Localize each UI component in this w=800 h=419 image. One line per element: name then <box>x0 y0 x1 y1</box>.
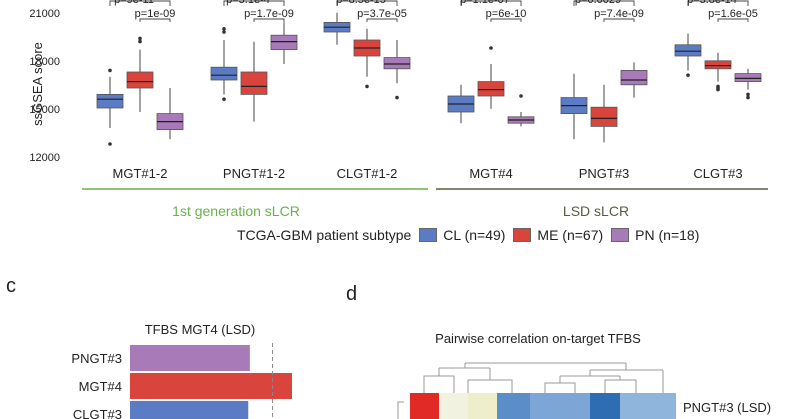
outlier-point <box>138 39 142 44</box>
pval-label-bottom: p=7.4e-09 <box>594 8 644 20</box>
bar-pngt3 <box>130 345 250 371</box>
panel-label-c: c <box>6 275 16 297</box>
legend-swatch-cl <box>419 228 438 242</box>
heatmap-cell <box>620 393 651 419</box>
heatmap-cell <box>530 393 560 419</box>
y-tick-label: 12000 <box>29 152 60 164</box>
pval-bracket-top <box>687 0 749 6</box>
group-label: MGT#1-2 <box>113 166 168 181</box>
outlier-point <box>222 97 226 101</box>
legend-swatch-pn <box>611 228 630 242</box>
heatmap-cell <box>468 393 497 419</box>
pval-label-top: p=9e-11 <box>114 0 154 6</box>
pval-bracket-bottom <box>366 18 398 22</box>
legend-label-pn: PN (n=18) <box>635 227 700 243</box>
box-cl <box>96 94 124 109</box>
outlier-point <box>686 73 690 77</box>
outlier-point <box>395 95 399 100</box>
outlier-point <box>222 30 226 34</box>
group-label: CLGT#1-2 <box>337 166 398 181</box>
y-tick-label: 15000 <box>29 104 60 116</box>
y-axis-label: ssGSEA score <box>30 42 45 126</box>
outlier-point <box>716 87 720 92</box>
outlier-point <box>519 94 523 98</box>
legend: TCGA-GBM patient subtype CL (n=49) ME (n… <box>237 227 699 243</box>
outlier-point <box>108 68 112 73</box>
bar-chart-tfbs-mgt4: TFBS MGT4 (LSD) PNGT#3 MGT#4 CLGT#3 <box>71 322 292 419</box>
pval-bracket-top <box>460 0 522 6</box>
pval-label-bottom: p=1.7e-09 <box>244 8 294 20</box>
box-me <box>704 60 732 70</box>
outlier-point <box>138 36 142 41</box>
pval-bracket-top <box>109 0 171 6</box>
box-pn <box>383 57 411 70</box>
box-pn <box>270 34 298 51</box>
box-cl <box>674 44 702 57</box>
box-pn <box>734 73 762 82</box>
heatmap-row-label: PNGT#3 (LSD) <box>683 400 771 415</box>
heatmap-cell <box>651 393 676 419</box>
bar-category-label: MGT#4 <box>79 379 122 394</box>
bar-category-label: PNGT#3 <box>71 351 122 366</box>
pval-label-bottom: p=1e-09 <box>135 8 176 20</box>
y-tick-label: 18000 <box>29 56 60 68</box>
pval-label-bottom: p=1.6e-05 <box>708 8 758 20</box>
box-pn <box>620 70 648 86</box>
outlier-point <box>746 92 750 97</box>
heatmap-cell <box>590 393 620 419</box>
panel-label-d: d <box>346 283 357 305</box>
pval-bracket-bottom <box>717 18 749 22</box>
box-me <box>126 71 154 89</box>
box-me <box>590 106 618 127</box>
outlier-point <box>746 95 750 100</box>
heatmap-title: Pairwise correlation on-target TFBS <box>435 331 641 346</box>
pval-bracket-top <box>223 0 285 6</box>
outlier-point <box>108 142 112 146</box>
pval-bracket-bottom <box>253 18 285 22</box>
legend-title: TCGA-GBM patient subtype <box>237 227 412 243</box>
outlier-point <box>365 84 369 89</box>
group-label: MGT#4 <box>469 166 512 181</box>
group-label: PNGT#1-2 <box>223 166 285 181</box>
bar-chart-title: TFBS MGT4 (LSD) <box>145 322 256 337</box>
dendrogram-row <box>397 401 404 419</box>
bar-mgt4 <box>130 373 292 399</box>
section-label: 1st generation sLCR <box>172 203 300 219</box>
legend-label-me: ME (n=67) <box>537 227 604 243</box>
section-label: LSD sLCR <box>563 203 629 219</box>
pval-bracket-bottom <box>139 18 171 22</box>
group-label: PNGT#3 <box>579 166 630 181</box>
pval-label-top: p=8.5e-15 <box>336 0 386 6</box>
pval-label-bottom: p=6e-10 <box>486 8 527 20</box>
correlation-heatmap: Pairwise correlation on-target TFBS PNGT#… <box>397 331 771 419</box>
heatmap-cell <box>560 393 590 419</box>
pval-label-top: p=3.1e-4 <box>226 0 270 6</box>
pval-bracket-top <box>336 0 398 6</box>
box-cl <box>210 66 238 81</box>
group-label: CLGT#3 <box>693 166 742 181</box>
legend-label-cl: CL (n=49) <box>443 227 506 243</box>
outlier-point <box>222 27 226 31</box>
pval-bracket-top <box>573 0 635 6</box>
pval-label-bottom: p=3.7e-05 <box>357 8 407 20</box>
bar-category-label: CLGT#3 <box>73 407 122 419</box>
heatmap-cell <box>497 393 530 419</box>
pval-label-top: p=0.0029 <box>575 0 621 6</box>
heatmap-cell <box>439 393 468 419</box>
box-me <box>477 81 505 97</box>
pval-bracket-bottom <box>603 18 635 22</box>
box-me <box>240 71 268 95</box>
y-tick-label: 21000 <box>29 8 60 20</box>
dendrogram <box>423 362 664 393</box>
pval-label-top: p=1.1e-07 <box>460 0 510 6</box>
boxplot-chart: ssGSEA score 12000 15000 18000 21000 p=9e-11 p… <box>29 0 768 219</box>
pval-label-top: p=3.8e-14 <box>687 0 737 6</box>
bar-clgt3 <box>130 401 249 419</box>
legend-swatch-me <box>513 228 532 242</box>
outlier-point <box>489 46 493 50</box>
heatmap-cell <box>410 393 439 419</box>
pval-bracket-bottom <box>490 18 522 22</box>
